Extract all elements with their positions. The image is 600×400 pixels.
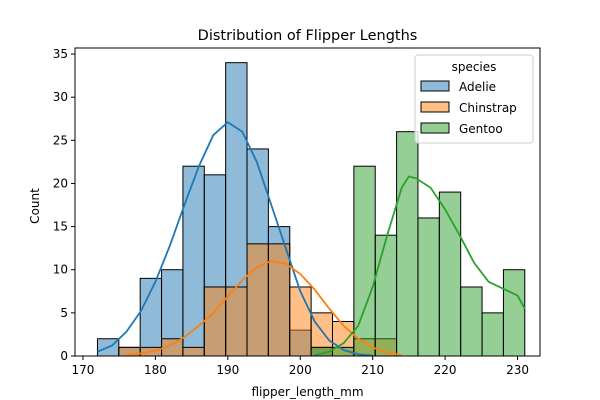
x-tick-label: 180 — [144, 363, 167, 377]
x-axis-label: flipper_length_mm — [251, 385, 363, 399]
chart-title: Distribution of Flipper Lengths — [198, 28, 418, 44]
legend-item-adelie: Adelie — [420, 80, 496, 94]
y-tick-label: 25 — [53, 133, 68, 147]
bar-chinstrap-7 — [246, 243, 269, 357]
x-tick-label: 200 — [289, 363, 312, 377]
x-tick-label: 170 — [72, 363, 95, 377]
bar-gentoo-18 — [481, 312, 504, 357]
x-tick-label: 230 — [506, 363, 529, 377]
bar-gentoo-13 — [374, 234, 398, 357]
y-tick-label: 30 — [53, 90, 68, 104]
y-axis-label: Count — [28, 188, 42, 224]
y-tick-label: 10 — [53, 263, 68, 277]
plot-area — [74, 47, 541, 357]
bar-chinstrap-9 — [289, 286, 312, 357]
kde-line-adelie — [97, 121, 373, 357]
legend-item-gentoo: Gentoo — [420, 122, 503, 136]
y-tick-label: 0 — [60, 349, 68, 363]
bar-gentoo-14 — [396, 131, 419, 357]
legend-swatch — [420, 80, 450, 92]
kde-line-gentoo — [314, 175, 526, 356]
legend-label: Chinstrap — [459, 101, 517, 115]
axes-frame — [74, 47, 541, 357]
legend-box — [414, 54, 534, 144]
bar-gentoo-19 — [502, 269, 526, 357]
y-tick-label: 35 — [53, 47, 68, 61]
legend-swatch — [420, 101, 450, 113]
x-axis-ticks: 170 180 190 200 210 220 230 — [72, 356, 529, 377]
x-tick-label: 210 — [361, 363, 384, 377]
legend-title: species — [452, 60, 497, 74]
y-axis-ticks: 0 5 10 15 20 25 30 35 — [53, 47, 75, 363]
x-tick-label: 190 — [216, 363, 239, 377]
legend-swatch — [420, 122, 450, 134]
legend-item-chinstrap: Chinstrap — [420, 101, 517, 115]
legend-items: Adelie Chinstrap Gentoo — [420, 80, 517, 136]
kde-line-chinstrap — [126, 260, 402, 356]
y-tick-label: 5 — [60, 306, 68, 320]
bar-chinstrap-6 — [225, 286, 248, 357]
y-tick-label: 20 — [53, 176, 68, 190]
kde-layer — [97, 121, 526, 357]
legend: species Adelie Chinstrap Gentoo — [414, 54, 534, 144]
bar-gentoo-15 — [417, 217, 440, 357]
bar-adelie-4 — [182, 165, 205, 357]
bar-gentoo-17 — [460, 286, 483, 357]
legend-label: Adelie — [459, 80, 496, 94]
y-tick-label: 15 — [53, 220, 68, 234]
x-tick-label: 220 — [434, 363, 457, 377]
bar-chinstrap-5 — [203, 286, 227, 357]
bar-chinstrap-4 — [182, 346, 205, 357]
legend-label: Gentoo — [459, 122, 503, 136]
